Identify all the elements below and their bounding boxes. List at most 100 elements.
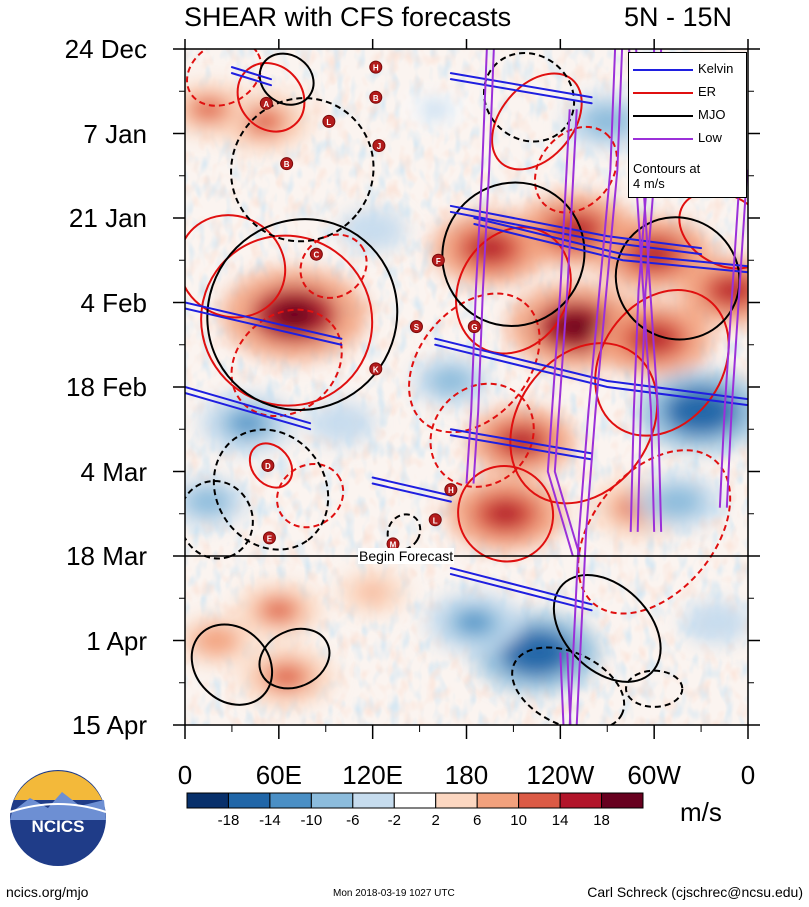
er-contour-dashed (276, 463, 345, 529)
legend-item-kelvin: Kelvin (633, 61, 745, 79)
er-contour (200, 234, 374, 407)
storm-symbol (259, 96, 273, 110)
anomaly-blob-core (471, 236, 509, 260)
ncics-logo: NCICS (9, 770, 107, 866)
chart-title: SHEAR with CFS forecasts (184, 2, 512, 32)
kelvin-contour (449, 434, 593, 461)
er-contour-dashed (577, 449, 732, 615)
kelvin-contour (449, 204, 703, 250)
colorbar-box (476, 792, 520, 809)
mjo-contour-dashed (386, 513, 422, 551)
colorbar-box (393, 792, 437, 809)
legend-swatch (633, 138, 693, 140)
colorbar-tick-label: -14 (259, 812, 281, 829)
y-tick-label: 18 Mar (66, 541, 147, 571)
anomaly-blob-core (330, 416, 353, 431)
anomaly-blob-core (232, 413, 264, 433)
x-tick-label: 120W (526, 760, 595, 790)
storm-symbol (431, 253, 445, 267)
y-tick-label: 15 Apr (71, 710, 147, 740)
storm-symbol (369, 90, 383, 104)
begin-forecast-label: Begin Forecast (358, 548, 455, 564)
colorbar-tick-label: 10 (510, 812, 527, 829)
storm-marker: G (467, 320, 481, 334)
storm-marker: H (369, 60, 383, 74)
kelvin-contour (371, 482, 452, 503)
legend-swatch (633, 92, 693, 94)
legend-item-mjo: MJO (633, 107, 745, 125)
footer-author: Carl Schreck (cjschrec@ncsu.edu) (587, 884, 803, 900)
colorbar-box (518, 792, 561, 809)
er-contour (248, 442, 294, 489)
low-contour (546, 109, 574, 557)
logo-sun (14, 771, 102, 800)
colorbar-tick-label: -10 (300, 812, 323, 829)
er-contour (509, 342, 659, 505)
storm-label: E (267, 534, 273, 543)
footer-website-link[interactable]: ncics.org/mjo (6, 884, 89, 900)
storm-marker: S (409, 320, 423, 334)
low-contour (465, 49, 488, 484)
anomaly-blob-core (516, 639, 558, 666)
anomaly-blob-core (425, 103, 445, 116)
anomaly-blob-core (705, 615, 728, 630)
kelvin-contour (473, 217, 748, 268)
legend-note-line1: Contours at (633, 161, 701, 176)
storm-symbol (280, 157, 294, 171)
anomaly-blob-core (264, 601, 293, 620)
storm-symbol (467, 320, 481, 334)
storm-label: L (326, 118, 331, 127)
legend-item-er: ER (633, 84, 745, 102)
anomaly-blob-core (486, 502, 525, 526)
colorbar-box (186, 792, 229, 809)
kelvin-contour (473, 223, 748, 274)
kelvin-contour (185, 307, 343, 346)
storm-label: A (263, 100, 269, 109)
er-contour-dashed (429, 382, 535, 488)
storm-label: S (414, 323, 420, 332)
mjo-contour (258, 52, 315, 106)
storm-label: D (265, 462, 271, 471)
legend-note-line2: 4 m/s (633, 176, 665, 191)
storm-symbol (261, 458, 275, 472)
storm-symbol (322, 114, 336, 128)
low-contour (575, 49, 624, 725)
mjo-contour-dashed (230, 97, 375, 243)
anomaly-blob-core (361, 223, 384, 237)
legend: Kelvin ER MJO Low Contours at 4 m/s (628, 52, 747, 198)
storm-symbol (369, 60, 383, 74)
storm-label: B (284, 160, 290, 169)
y-tick-label: 4 Feb (80, 287, 148, 318)
logo-text: NCICS (32, 817, 85, 836)
er-contour-dashed (299, 233, 368, 299)
low-contour (472, 49, 495, 484)
storm-marker: H (444, 483, 458, 497)
er-contour (491, 72, 583, 171)
kelvin-contour (449, 573, 593, 612)
legend-swatch (633, 69, 693, 71)
anomaly-blob-core (593, 112, 622, 131)
colorbar-box (310, 792, 354, 809)
storm-marker: B (369, 90, 383, 104)
low-contour (566, 652, 572, 725)
kelvin-contour (434, 337, 748, 401)
legend-label: Low (698, 130, 722, 145)
legend-swatch (633, 115, 693, 117)
legend-label: Kelvin (698, 61, 734, 76)
anomaly-blob-core (203, 632, 229, 649)
storm-marker: A (259, 96, 273, 110)
colorbar-tick-label: -6 (346, 812, 360, 829)
anomaly-blob-core (271, 666, 303, 687)
storm-markers: H B A L J B C F S G K D H L E M (259, 60, 481, 551)
colorbar-box (601, 792, 644, 809)
anomaly-blob-core (271, 299, 318, 330)
anomaly-blob-core (458, 612, 490, 633)
colorbar-tick-label: 6 (473, 812, 482, 829)
mjo-contour-dashed (483, 52, 576, 143)
storm-marker: J (372, 139, 386, 153)
x-tick-label: 120E (342, 760, 404, 790)
colorbar-box (227, 792, 271, 809)
storm-label: G (471, 323, 477, 332)
y-tick-label: 1 Apr (86, 625, 147, 656)
axis-ticks (173, 39, 760, 739)
